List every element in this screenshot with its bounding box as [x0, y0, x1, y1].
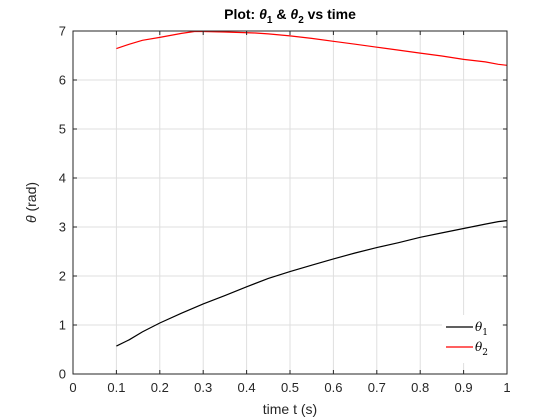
- x-tick-label: 0.6: [324, 380, 342, 395]
- title-mid: &: [272, 6, 290, 22]
- y-axis-label-symbol: θ: [23, 215, 39, 223]
- series-lines: [116, 30, 508, 347]
- y-tick-label: 4: [59, 171, 66, 186]
- x-tick-label: 0.4: [238, 380, 256, 395]
- y-tick-label: 7: [59, 24, 66, 39]
- y-tick-label: 0: [59, 367, 66, 382]
- x-tick-label: 0.3: [194, 380, 212, 395]
- y-tick-label: 5: [59, 122, 66, 137]
- x-tick-label: 1: [503, 380, 510, 395]
- chart-title: Plot: θ1 & θ2 vs time: [224, 6, 356, 26]
- title-symbol-2: θ: [290, 6, 298, 22]
- ticks: 0 0.1 0.2 0.3 0.4 0.5 0.6 0.7 0.8 0.9 1 0 1 2 3 4 5 6 7: [59, 24, 511, 396]
- legend-label-1: θ1: [475, 320, 488, 338]
- legend-label-2: θ2: [475, 340, 488, 358]
- x-tick-label: 0.8: [411, 380, 429, 395]
- x-tick-label: 0.2: [151, 380, 169, 395]
- y-tick-label: 6: [59, 73, 66, 88]
- y-axis-label-unit: (rad): [23, 182, 39, 215]
- series-line-2: [116, 30, 508, 66]
- x-tick-label: 0.1: [107, 380, 125, 395]
- legend-box: [442, 315, 502, 363]
- title-suffix: vs time: [304, 6, 356, 22]
- y-tick-label: 1: [59, 318, 66, 333]
- x-tick-label: 0.5: [281, 380, 299, 395]
- x-tick-label: 0: [69, 380, 76, 395]
- x-tick-label: 0.7: [368, 380, 386, 395]
- x-tick-label: 0.9: [455, 380, 473, 395]
- series-line-1: [116, 220, 508, 347]
- y-tick-label: 3: [59, 220, 66, 235]
- title-subscript-2: 2: [298, 15, 304, 26]
- x-axis-label: time t (s): [263, 401, 317, 417]
- title-symbol-1: θ: [259, 6, 267, 22]
- y-tick-label: 2: [59, 269, 66, 284]
- title-subscript-1: 1: [267, 15, 273, 26]
- title-prefix: Plot:: [224, 6, 259, 22]
- y-axis-label: θ (rad): [23, 182, 39, 223]
